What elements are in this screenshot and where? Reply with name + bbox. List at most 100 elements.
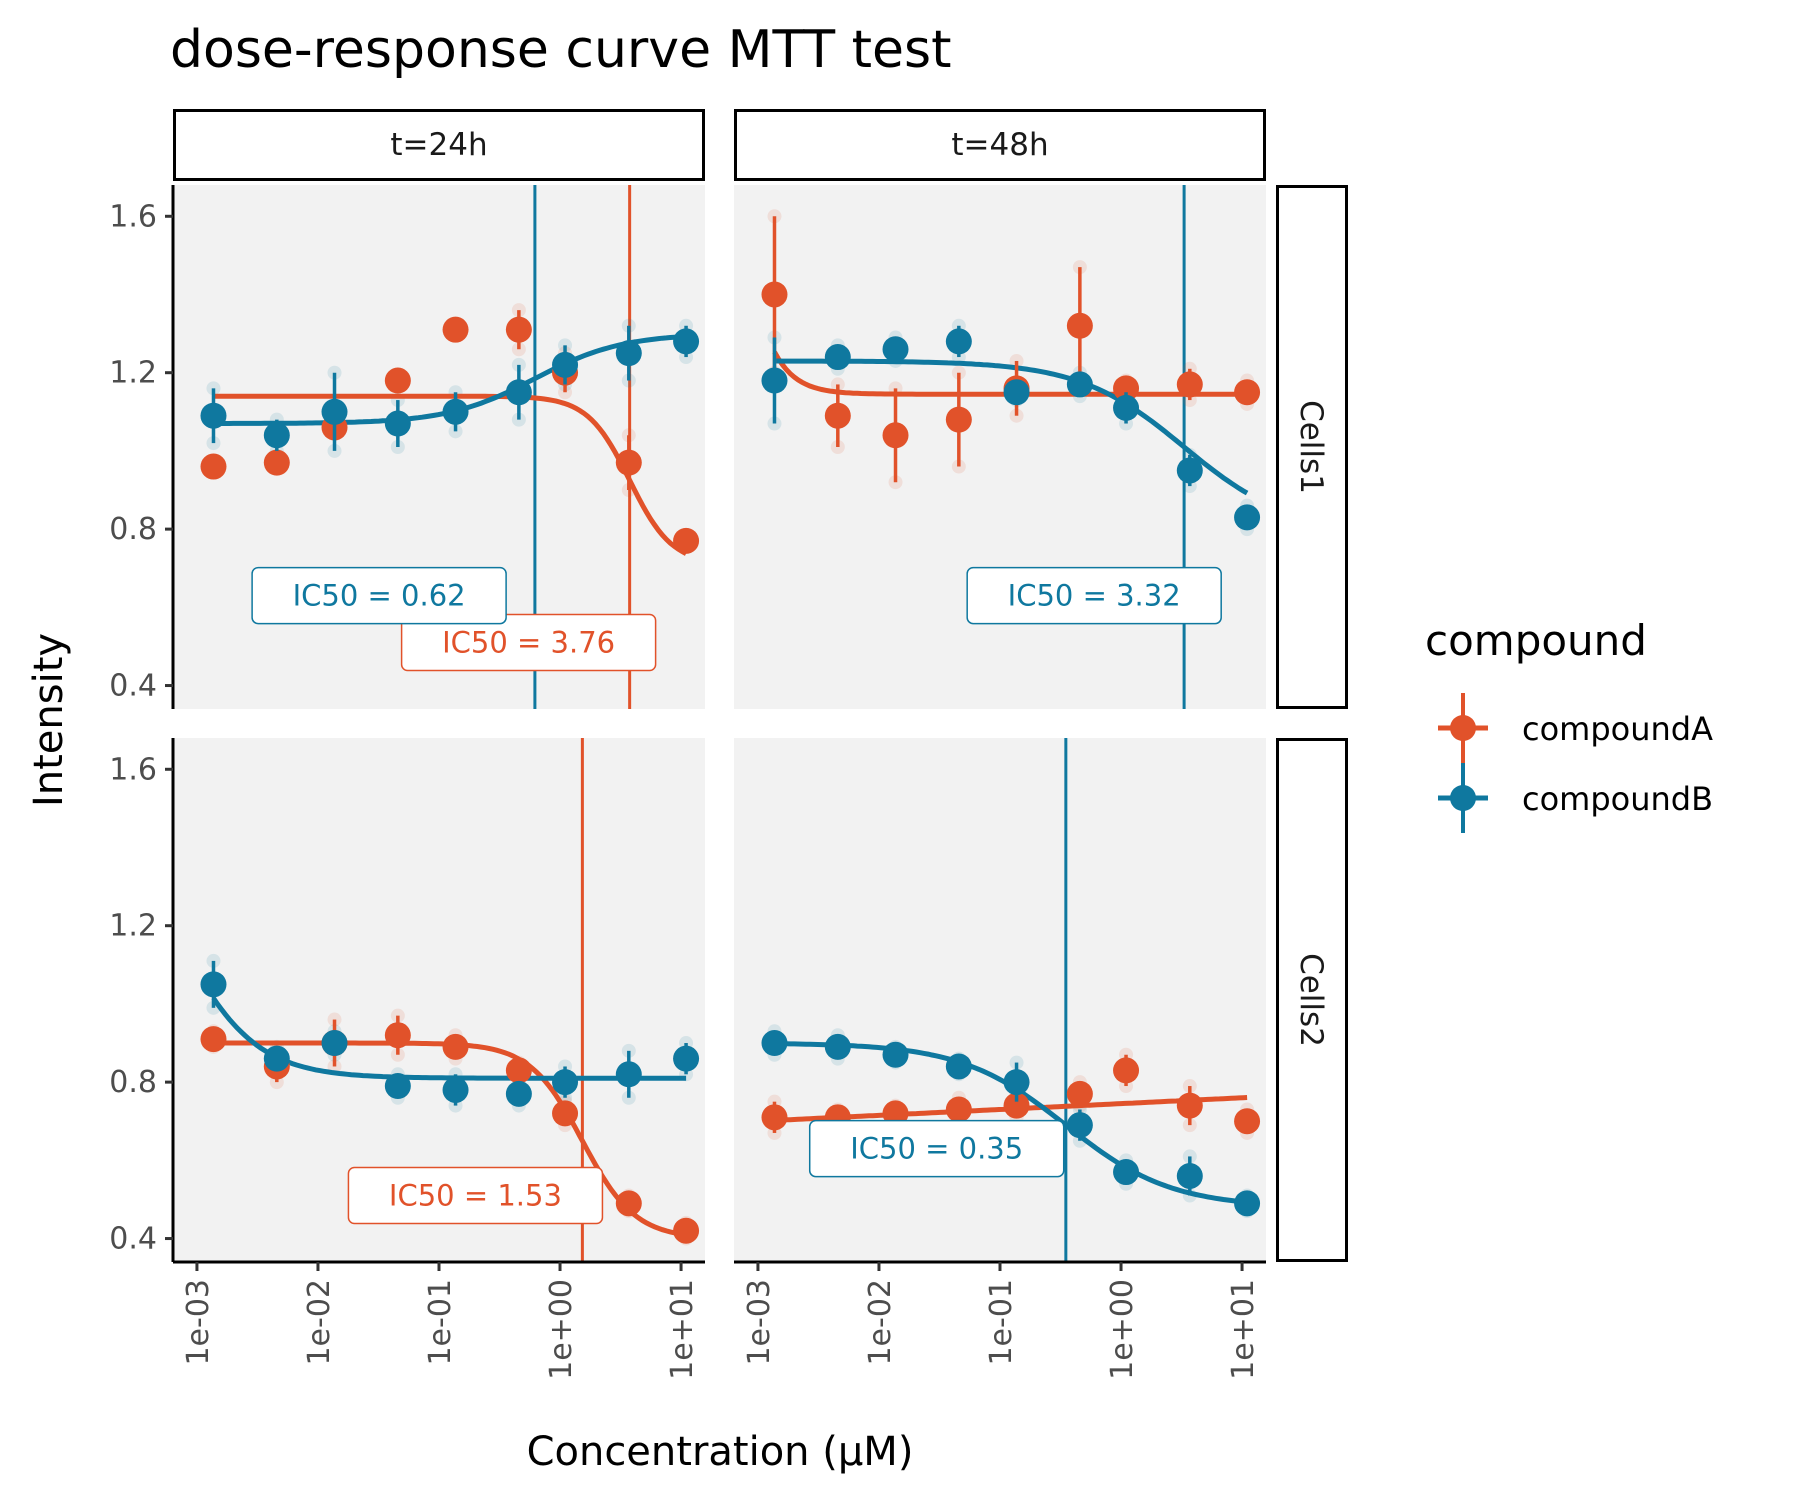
- mean-point-compoundB: [1176, 457, 1203, 484]
- x-axis-title: Concentration (µM): [527, 1429, 914, 1475]
- mean-point-compoundB: [263, 422, 290, 449]
- y-tick-label: 0.8: [109, 1065, 157, 1100]
- y-tick-label: 0.4: [109, 669, 157, 704]
- y-tick-label: 1.6: [109, 752, 157, 787]
- row-strip-label: Cells2: [1293, 953, 1329, 1047]
- mean-point-compoundB: [1234, 504, 1261, 531]
- mean-point-compoundB: [505, 379, 532, 406]
- ic50-label-text: IC50 = 0.62: [293, 579, 466, 613]
- legend-entry-compoundA: compoundA: [1438, 693, 1713, 763]
- x-tick-label: 1e-01: [984, 1279, 1019, 1366]
- row-strip-Cells1: Cells1: [1276, 185, 1348, 709]
- ic50-label-box: [347, 1166, 604, 1225]
- mean-point-compoundB: [321, 1030, 348, 1057]
- legend-key-compoundA-point: [1450, 715, 1476, 741]
- x-axis-col-1: 1e-03 1e-02 1e-01 1e+00 1e+01: [173, 1260, 705, 1380]
- mean-point-compoundB: [442, 1076, 469, 1103]
- ic50-label-compoundB: IC50 = 0.62: [251, 566, 507, 625]
- row-strip-box: [1276, 738, 1348, 1262]
- mean-point-compoundB: [673, 328, 700, 355]
- ic50-label-box: [808, 1119, 1065, 1178]
- mean-point-compoundA: [1113, 1057, 1140, 1084]
- ic50-label-text: IC50 = 3.32: [1008, 579, 1181, 613]
- mean-point-compoundB: [824, 1033, 851, 1060]
- mean-point-compoundB: [384, 410, 411, 437]
- legend-key-compoundB-point: [1450, 785, 1476, 811]
- mean-point-compoundA: [552, 1100, 579, 1127]
- mean-point-compoundA: [945, 1096, 972, 1123]
- mean-point-compoundA: [673, 1217, 700, 1244]
- panels-layer: IC50 = 3.76 IC50 = 0.62 IC50 = 3.32 IC50 = …: [173, 185, 1266, 1262]
- legend-title: compound: [1425, 616, 1647, 665]
- ic50-label-compoundA: IC50 = 3.76: [400, 613, 657, 672]
- mean-point-compoundA: [1234, 1108, 1261, 1135]
- mean-point-compoundB: [200, 402, 227, 429]
- panel-t=48h-Cells1: IC50 = 3.32: [734, 185, 1266, 709]
- mean-point-compoundA: [945, 406, 972, 433]
- mean-point-compoundA: [1176, 1092, 1203, 1119]
- y-tick-label: 0.8: [109, 512, 157, 547]
- mean-point-compoundB: [505, 1080, 532, 1107]
- mean-point-compoundB: [615, 340, 642, 367]
- legend-entry-compoundB: compoundB: [1438, 763, 1713, 833]
- chart-title: dose-response curve MTT test: [170, 20, 951, 80]
- mean-point-compoundA: [263, 449, 290, 476]
- panel-t=24h-Cells1: IC50 = 3.76 IC50 = 0.62: [173, 185, 705, 709]
- x-tick-label: 1e+01: [1226, 1279, 1261, 1380]
- fit-curve-compoundA: [213, 393, 688, 556]
- mean-point-compoundB: [552, 351, 579, 378]
- column-strip-t=48h: t=48h: [734, 109, 1266, 181]
- mean-point-compoundA: [1066, 312, 1093, 339]
- mean-point-compoundB: [321, 398, 348, 425]
- ic50-label-text: IC50 = 3.76: [442, 626, 615, 660]
- x-tick-label: 1e-03: [181, 1279, 216, 1366]
- ic50-label-compoundB: IC50 = 0.35: [808, 1119, 1065, 1178]
- row-strip-Cells2: Cells2: [1276, 738, 1348, 1262]
- mean-point-compoundB: [824, 344, 851, 371]
- mean-point-compoundA: [505, 316, 532, 343]
- mean-point-compoundA: [1003, 1092, 1030, 1119]
- ic50-label-text: IC50 = 0.35: [850, 1132, 1023, 1166]
- mean-point-compoundB: [1003, 379, 1030, 406]
- mean-point-compoundB: [442, 398, 469, 425]
- mean-point-compoundA: [761, 281, 788, 308]
- mean-point-compoundA: [442, 316, 469, 343]
- mean-point-compoundA: [200, 453, 227, 480]
- x-tick-label: 1e+00: [1105, 1279, 1140, 1380]
- x-axis-col-2: 1e-03 1e-02 1e-01 1e+00 1e+01: [734, 1260, 1266, 1380]
- ic50-label-box: [400, 613, 657, 672]
- axes-layer: 0.40.81.21.60.40.81.21.61e-03 1e-02 1e-01 1…: [109, 185, 1266, 1380]
- mean-point-compoundB: [1113, 394, 1140, 421]
- y-axis-row-2: 0.4 0.8 1.2 1.6: [109, 738, 175, 1262]
- mean-point-compoundB: [263, 1045, 290, 1072]
- mean-point-compoundB: [1234, 1190, 1261, 1217]
- mean-point-compoundB: [552, 1069, 579, 1096]
- y-tick-label: 0.4: [109, 1222, 157, 1257]
- x-tick-label: 1e-02: [863, 1279, 898, 1366]
- fit-curve-compoundB: [774, 358, 1249, 496]
- row-strip-label: Cells1: [1293, 400, 1329, 494]
- mean-point-compoundB: [1176, 1162, 1203, 1189]
- ic50-label-box: [251, 566, 507, 625]
- mean-point-compoundA: [1234, 379, 1261, 406]
- mean-point-compoundA: [384, 1022, 411, 1049]
- mean-point-compoundA: [384, 367, 411, 394]
- legend-label-compoundA: compoundA: [1522, 710, 1713, 748]
- y-axis-title: Intensity: [26, 633, 72, 807]
- row-strip-box: [1276, 185, 1348, 709]
- legend: compound compoundA compoundB: [1425, 616, 1713, 833]
- mean-point-compoundA: [615, 449, 642, 476]
- mean-point-compoundA: [673, 527, 700, 554]
- ic50-label-text: IC50 = 1.53: [389, 1179, 562, 1213]
- mean-point-compoundB: [882, 336, 909, 363]
- mean-point-compoundB: [200, 971, 227, 998]
- column-strip-label: t=24h: [390, 127, 487, 163]
- column-strip-box: [734, 109, 1266, 181]
- x-tick-label: 1e-01: [423, 1279, 458, 1366]
- mean-point-compoundB: [761, 367, 788, 394]
- x-tick-label: 1e+00: [544, 1279, 579, 1380]
- column-strip-t=24h: t=24h: [173, 109, 705, 181]
- mean-point-compoundB: [1066, 1112, 1093, 1139]
- panel-t=24h-Cells2: IC50 = 1.53: [173, 738, 705, 1262]
